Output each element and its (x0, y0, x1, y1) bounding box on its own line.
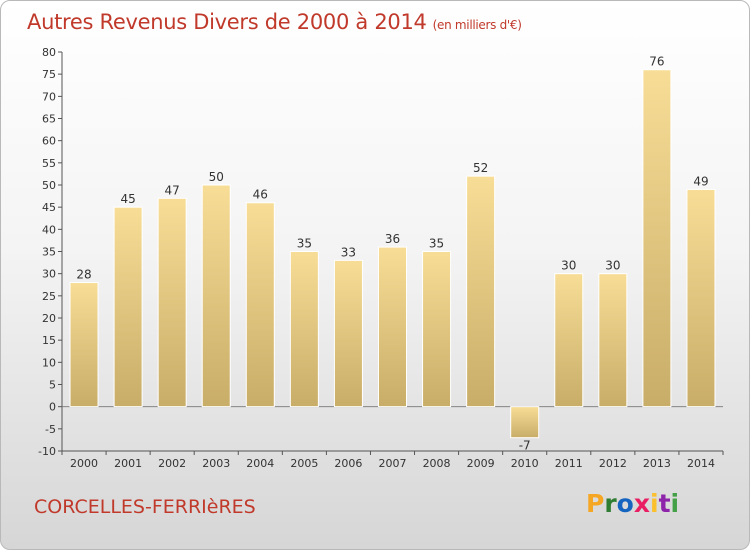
bar (333, 259, 363, 408)
x-tick-label: 2009 (467, 457, 495, 470)
y-tick-label: 75 (42, 68, 56, 81)
y-tick-label: 30 (42, 268, 56, 281)
x-tick-label: 2004 (246, 457, 274, 470)
bar-value-label: 50 (209, 170, 224, 184)
bar (686, 188, 716, 408)
y-tick-label: 55 (42, 157, 56, 170)
logo-letter: o (616, 489, 634, 518)
bar-value-label: 30 (561, 259, 576, 273)
y-tick-label: 50 (42, 179, 56, 192)
y-tick-label: 60 (42, 135, 56, 148)
logo-letter: i (650, 489, 659, 518)
bar (69, 282, 99, 408)
bar (554, 273, 584, 408)
bar (422, 251, 452, 408)
x-tick-label: 2007 (379, 457, 407, 470)
x-tick-label: 2013 (643, 457, 671, 470)
bar (510, 406, 540, 439)
logo-letter: r (604, 489, 617, 518)
x-tick-label: 2005 (290, 457, 318, 470)
bar-value-label: 36 (385, 232, 400, 246)
chart-title: Autres Revenus Divers de 2000 à 2014 (en … (27, 10, 522, 34)
bar-value-label: 52 (473, 161, 488, 175)
bar-value-label: 49 (693, 174, 708, 188)
x-tick-label: 2003 (202, 457, 230, 470)
x-tick-label: 2010 (511, 457, 539, 470)
x-tick-label: 2002 (158, 457, 186, 470)
bar-value-label: -7 (519, 439, 531, 453)
y-tick-label: 80 (42, 46, 56, 59)
logo-letter: P (586, 489, 605, 518)
bar (113, 206, 143, 408)
y-tick-label: 65 (42, 113, 56, 126)
x-tick-label: 2014 (687, 457, 715, 470)
y-tick-label: 70 (42, 90, 56, 103)
bar (642, 69, 672, 408)
x-tick-label: 2008 (423, 457, 451, 470)
bar (598, 273, 628, 408)
y-tick-label: 0 (49, 401, 56, 414)
bar-value-label: 35 (429, 237, 444, 251)
x-tick-label: 2006 (334, 457, 362, 470)
bar (201, 184, 231, 408)
y-tick-label: 20 (42, 312, 56, 325)
y-tick-label: -5 (45, 423, 56, 436)
bar-value-label: 33 (341, 245, 356, 259)
bar (245, 202, 275, 408)
title-text: Autres Revenus Divers de 2000 à 2014 (27, 10, 427, 34)
bar (157, 197, 187, 408)
x-tick-label: 2001 (114, 457, 142, 470)
bar-value-label: 45 (120, 192, 135, 206)
y-tick-label: 45 (42, 201, 56, 214)
y-tick-label: 10 (42, 356, 56, 369)
y-tick-label: 15 (42, 334, 56, 347)
bar (289, 251, 319, 408)
bar-value-label: 35 (297, 237, 312, 251)
bar (378, 246, 407, 408)
x-tick-label: 2012 (599, 457, 627, 470)
logo-letter: x (633, 489, 650, 518)
y-tick-label: -10 (38, 445, 56, 458)
bar-value-label: 46 (253, 188, 268, 202)
x-tick-label: 2000 (70, 457, 98, 470)
x-tick-label: 2011 (555, 457, 583, 470)
proxiti-logo: Proxiti (586, 489, 679, 518)
bar-value-label: 47 (165, 183, 180, 197)
commune-name: CORCELLES-FERRIèRES (34, 496, 256, 518)
logo-letter: i (670, 489, 680, 518)
y-tick-label: 40 (42, 223, 56, 236)
bar-value-label: 76 (649, 55, 664, 69)
bar (466, 175, 496, 408)
bar-value-label: 30 (605, 259, 620, 273)
y-tick-label: 35 (42, 246, 56, 259)
logo-letter: t (658, 489, 671, 518)
title-unit: (en milliers d'€) (432, 18, 522, 32)
y-tick-label: 5 (49, 379, 56, 392)
bar-value-label: 28 (76, 268, 91, 282)
y-tick-label: 25 (42, 290, 56, 303)
